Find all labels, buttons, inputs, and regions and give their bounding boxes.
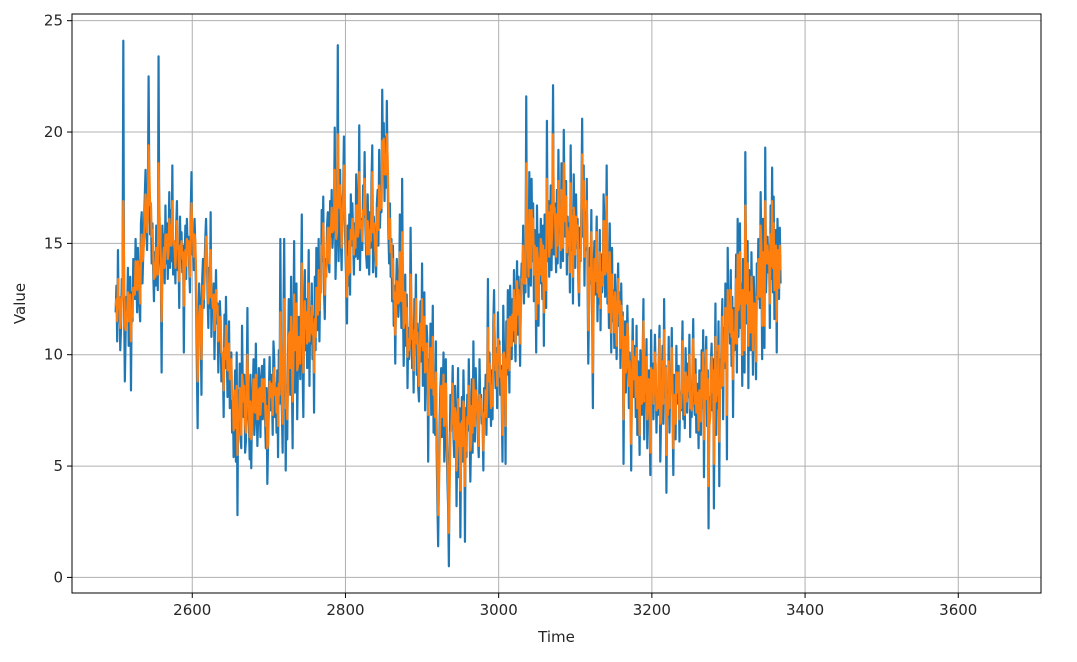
y-tick-label: 5 xyxy=(53,457,63,475)
y-tick-label: 0 xyxy=(53,568,63,586)
y-tick-label: 20 xyxy=(44,123,63,141)
ticks-layer: 2600 2800 3000 3200 3400 3600 0 5 10 15 20 25 xyxy=(44,12,977,619)
x-tick-label: 3600 xyxy=(939,601,977,619)
x-tick-label: 3400 xyxy=(786,601,824,619)
x-tick-label: 3000 xyxy=(480,601,518,619)
x-tick-label: 2600 xyxy=(173,601,211,619)
x-axis-label: Time xyxy=(537,628,575,646)
y-tick-label: 25 xyxy=(44,12,63,30)
y-tick-label: 10 xyxy=(44,346,63,364)
y-tick-label: 15 xyxy=(44,234,63,252)
x-tick-label: 3200 xyxy=(633,601,671,619)
x-tick-label: 2800 xyxy=(326,601,364,619)
series-layer xyxy=(114,39,782,568)
series-line-2 xyxy=(114,133,782,534)
y-axis-label: Value xyxy=(11,283,29,324)
plot-frame xyxy=(71,13,1042,594)
